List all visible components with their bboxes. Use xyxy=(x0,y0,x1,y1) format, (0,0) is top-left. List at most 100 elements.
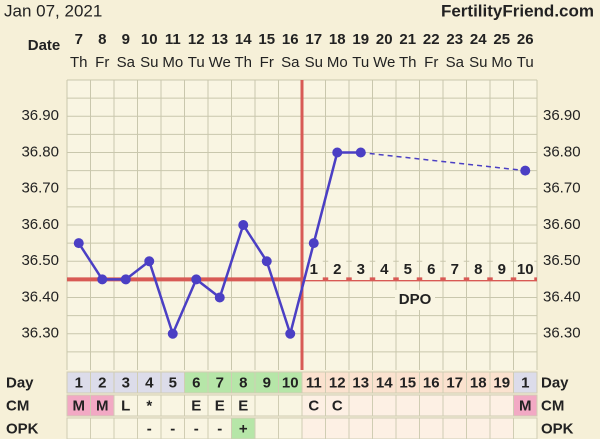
cm-value: C xyxy=(308,397,319,414)
day-value: 19 xyxy=(493,374,510,391)
cm-cell xyxy=(160,394,185,417)
day-value: 9 xyxy=(263,374,271,391)
chart-title: Jan 07, 2021 xyxy=(4,1,102,20)
dpo-label: 1 xyxy=(310,261,318,278)
cm-value: C xyxy=(332,397,343,414)
day-value: 18 xyxy=(470,374,487,391)
weekday-label: Fr xyxy=(95,54,109,71)
dashed-connector xyxy=(360,151,526,172)
dpo-bg xyxy=(375,260,394,280)
dpo-bg xyxy=(492,260,511,280)
x-tick-label: 26 xyxy=(517,31,534,48)
cm-value: E xyxy=(215,397,225,414)
dpo-label: 10 xyxy=(517,261,534,278)
y2-tick-label: 36.60 xyxy=(543,216,581,233)
temperature-point xyxy=(261,256,272,267)
opk-cell xyxy=(66,417,91,439)
opk-cell xyxy=(301,417,326,439)
x-tick-label: 12 xyxy=(188,31,205,48)
dpo-label: 5 xyxy=(404,261,412,278)
weekday-label: Th xyxy=(70,54,88,71)
y2-tick-label: 36.80 xyxy=(543,143,581,160)
day-value: 12 xyxy=(329,374,346,391)
row-label-bg xyxy=(0,372,67,393)
row-label-right: OPK xyxy=(541,420,574,437)
x-tick-label: 22 xyxy=(423,31,440,48)
dpo-label: 9 xyxy=(498,261,506,278)
x-tick-label: 13 xyxy=(211,31,228,48)
y-tick-label: 36.90 xyxy=(21,107,59,124)
weekday-label: Fr xyxy=(424,54,438,71)
dpo-label: 3 xyxy=(357,261,365,278)
opk-cell xyxy=(90,417,115,439)
day-value: 10 xyxy=(282,374,299,391)
dpo-bg xyxy=(445,260,464,280)
cm-cell xyxy=(254,394,279,417)
dpo-title-bg xyxy=(395,290,435,310)
opk-value: + xyxy=(239,420,248,437)
cm-cell xyxy=(395,394,420,417)
opk-cell xyxy=(254,417,279,439)
x-tick-label: 18 xyxy=(329,31,346,48)
weekday-label: Sa xyxy=(446,54,465,71)
opk-cell xyxy=(348,417,373,439)
weekday-label: We xyxy=(373,54,395,71)
opk-value: - xyxy=(170,420,175,437)
cm-value: M xyxy=(73,397,86,414)
cm-value: * xyxy=(146,397,152,414)
x-tick-label: 15 xyxy=(258,31,275,48)
y2-tick-label: 36.30 xyxy=(543,325,581,342)
row-label-bg xyxy=(0,395,67,416)
row-label-bg xyxy=(0,418,67,439)
day-value: 4 xyxy=(145,374,154,391)
dpo-label: 6 xyxy=(427,261,435,278)
cm-value: M xyxy=(96,397,109,414)
cm-cell xyxy=(442,394,467,417)
dpo-bg xyxy=(516,260,535,280)
weekday-label: We xyxy=(209,54,231,71)
row-label: Day xyxy=(6,374,34,391)
temperature-point xyxy=(167,328,178,339)
dpo-bg xyxy=(469,260,488,280)
x-tick-label: 10 xyxy=(141,31,158,48)
x-tick-label: 25 xyxy=(493,31,510,48)
weekday-label: Th xyxy=(234,54,252,71)
temperature-point xyxy=(73,238,84,249)
dpo-bg xyxy=(328,260,347,280)
y2-tick-label: 36.70 xyxy=(543,180,581,197)
row-label-right: Day xyxy=(541,374,569,391)
weekday-label: Su xyxy=(469,54,487,71)
y-tick-label: 36.80 xyxy=(21,143,59,160)
cm-cell xyxy=(372,394,397,417)
cm-cell xyxy=(466,394,491,417)
temperature-point xyxy=(285,328,296,339)
temperature-point xyxy=(355,147,366,158)
x-tick-label: 7 xyxy=(75,31,83,48)
x-tick-label: 20 xyxy=(376,31,393,48)
opk-value: - xyxy=(194,420,199,437)
x-tick-label: 17 xyxy=(305,31,322,48)
dpo-label: 2 xyxy=(333,261,341,278)
y-tick-label: 36.30 xyxy=(21,325,59,342)
temperature-point xyxy=(238,220,249,230)
day-value: 11 xyxy=(306,374,322,391)
x-label: Date xyxy=(28,37,61,54)
day-value: 2 xyxy=(98,374,106,391)
day-value: 1 xyxy=(521,374,529,391)
opk-cell xyxy=(442,417,467,439)
day-value: 3 xyxy=(122,374,130,391)
y2-tick-label: 36.90 xyxy=(543,107,581,124)
opk-cell xyxy=(325,417,350,439)
weekday-label: Fr xyxy=(260,54,274,71)
dpo-bg xyxy=(422,260,441,280)
y-tick-label: 36.70 xyxy=(21,180,59,197)
day-value: 16 xyxy=(423,374,440,391)
x-tick-label: 11 xyxy=(165,31,181,48)
day-value: 7 xyxy=(216,374,224,391)
day-value: 14 xyxy=(376,374,393,391)
temperature-point xyxy=(308,238,319,249)
day-value: 15 xyxy=(399,374,416,391)
row-label-right: CM xyxy=(541,397,564,414)
